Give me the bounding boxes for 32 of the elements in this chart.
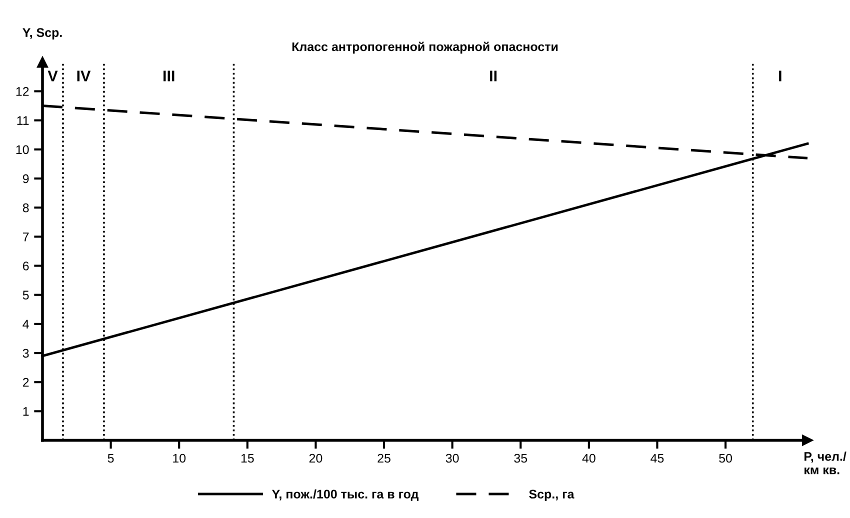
legend-label: Scp., га — [529, 490, 574, 502]
x-tick-label: 25 — [378, 454, 390, 463]
x-tick-label: 45 — [650, 454, 664, 463]
x-tick-label: 20 — [309, 454, 322, 463]
x-tick-label: 15 — [241, 454, 254, 463]
y-tick-label: 5 — [22, 290, 29, 300]
y-tick-label: 10 — [16, 145, 29, 154]
y-tick-label: 6 — [22, 262, 29, 270]
y-tick-label: 8 — [22, 203, 29, 212]
x-tick-label: 40 — [582, 454, 596, 463]
legend-label: Y, пож./100 тыс. га в год — [272, 489, 418, 501]
x-tick-label: 10 — [173, 454, 186, 463]
annotation: II — [490, 70, 497, 82]
x-tick-label: 35 — [514, 454, 528, 463]
y-tick-label: 4 — [22, 320, 29, 328]
y-tick-label: 1 — [23, 407, 29, 416]
y-tick-label: 9 — [22, 174, 29, 184]
y-axis-title: Y, Scp. — [22, 28, 62, 40]
annotation: V — [48, 70, 58, 82]
annotation: I — [779, 70, 782, 82]
y-tick-label: 3 — [22, 348, 29, 358]
x-tick-label: 30 — [446, 454, 459, 463]
x-tick-label: 50 — [719, 454, 732, 463]
y-tick-label: 11 — [17, 116, 29, 125]
x-axis-title: P, чел./ км кв. — [804, 452, 846, 474]
x-tick-label: 5 — [108, 454, 114, 463]
y-tick-label: 7 — [22, 232, 29, 242]
chart-title: Класс антропогенной пожарной опасности — [292, 42, 558, 54]
y-tick-label: 12 — [16, 87, 29, 96]
annotation: IV — [77, 70, 91, 82]
annotation: III — [164, 70, 174, 82]
y-tick-label: 2 — [22, 378, 29, 387]
